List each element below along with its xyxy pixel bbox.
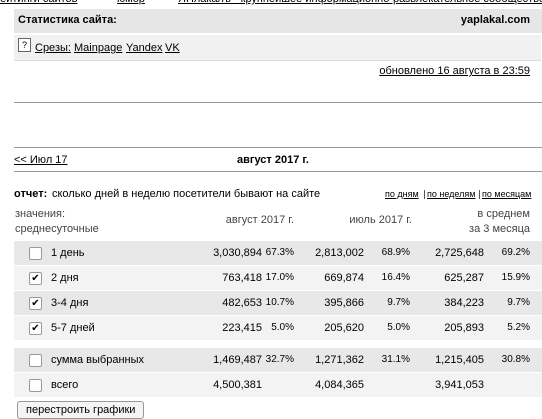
cell: 3,941,053 (435, 379, 484, 391)
cell: 669,874 (324, 272, 364, 284)
divider (14, 147, 542, 148)
nav-link[interactable]: юмор (117, 0, 145, 5)
cell: 223,415 (222, 322, 262, 334)
prev-month[interactable]: << Июл 17 (14, 154, 68, 166)
row-label: сумма выбранных (51, 354, 145, 366)
cell: 16.4% (381, 272, 410, 283)
table-row (14, 373, 542, 397)
cell: 32.7% (265, 354, 294, 365)
row-label: 3-4 дня (51, 297, 89, 309)
checkbox[interactable] (29, 247, 42, 260)
divider (14, 102, 542, 103)
col-header: среднесуточные (15, 223, 99, 235)
separator (424, 190, 425, 199)
cell: 4,084,365 (315, 379, 364, 391)
col-header: в среднем (477, 208, 530, 220)
cell: 5.2% (507, 322, 530, 333)
report-label: отчет: (14, 188, 48, 200)
view-link[interactable]: по дням (385, 189, 419, 199)
checkbox[interactable]: ✔ (29, 322, 42, 335)
checkbox[interactable]: ✔ (29, 297, 42, 310)
table-row (14, 348, 542, 372)
row-label: всего (51, 379, 79, 391)
slice-link[interactable]: Mainpage (74, 42, 123, 54)
header-site: yaplakal.com (460, 14, 530, 26)
col-header: значения: (15, 208, 66, 220)
row-label: 5-7 дней (51, 322, 95, 334)
cell: 625,287 (444, 272, 484, 284)
col-header: июль 2017 г. (349, 214, 412, 226)
rebuild-button[interactable]: перестроить графики (17, 401, 145, 419)
checkbox[interactable] (29, 354, 42, 367)
view-link[interactable]: по неделям (427, 189, 476, 199)
cell: 2,813,002 (315, 247, 364, 259)
cell: 205,620 (324, 322, 364, 334)
view-link[interactable]: по месяцам (482, 189, 532, 199)
cell: 395,866 (324, 297, 364, 309)
col-header: за 3 месяца (469, 223, 530, 235)
nav-link[interactable]: рейтинги сайтов (0, 0, 78, 5)
cell: 17.0% (265, 272, 294, 283)
cell: 2,725,648 (435, 247, 484, 259)
col-header: август 2017 г. (225, 214, 294, 226)
cell: 482,653 (222, 297, 262, 309)
slices-label[interactable]: Срезы: (35, 42, 71, 54)
cell: 5.0% (387, 322, 410, 333)
cell: 1,215,405 (435, 354, 484, 366)
cell: 384,223 (444, 297, 484, 309)
header-title: Статистика сайта: (18, 14, 117, 26)
cell: 5.0% (271, 322, 294, 333)
cell: 1,271,362 (315, 354, 364, 366)
slice-link[interactable]: Yandex (126, 42, 163, 54)
cell: 9.7% (387, 297, 410, 308)
checkbox[interactable] (29, 379, 42, 392)
cell: 10.7% (265, 297, 294, 308)
cell: 205,893 (444, 322, 484, 334)
cell: 67.3% (265, 247, 294, 258)
cell: 69.2% (501, 247, 530, 258)
row-label: 2 дня (51, 272, 79, 284)
slice-link[interactable]: VK (165, 42, 180, 54)
table-row (14, 241, 542, 265)
cell: 4,500,381 (213, 379, 262, 391)
help-icon[interactable]: ? (18, 38, 31, 52)
table-row (14, 266, 542, 290)
divider (14, 171, 542, 172)
cell: 15.9% (501, 272, 530, 283)
cell: 30.8% (501, 354, 530, 365)
cell: 68.9% (381, 247, 410, 258)
table-row (14, 316, 542, 340)
report-text: сколько дней в неделю посетители бывают … (52, 188, 321, 200)
table-row (14, 291, 542, 315)
updated[interactable]: обновлено 16 августа в 23:59 (379, 65, 530, 77)
separator (479, 190, 480, 199)
cell: 9.7% (507, 297, 530, 308)
nav-link[interactable]: ЯПлакалъ - крупнейшее информационно-разв… (178, 0, 542, 5)
header-bar (14, 9, 542, 33)
slices-bar (14, 35, 541, 61)
cell: 1,469,487 (213, 354, 262, 366)
row-label: 1 день (51, 247, 85, 259)
cell: 763,418 (222, 272, 262, 284)
checkbox[interactable]: ✔ (29, 272, 42, 285)
current-month: август 2017 г. (237, 154, 309, 166)
cell: 31.1% (381, 354, 410, 365)
cell: 3,030,894 (213, 247, 262, 259)
